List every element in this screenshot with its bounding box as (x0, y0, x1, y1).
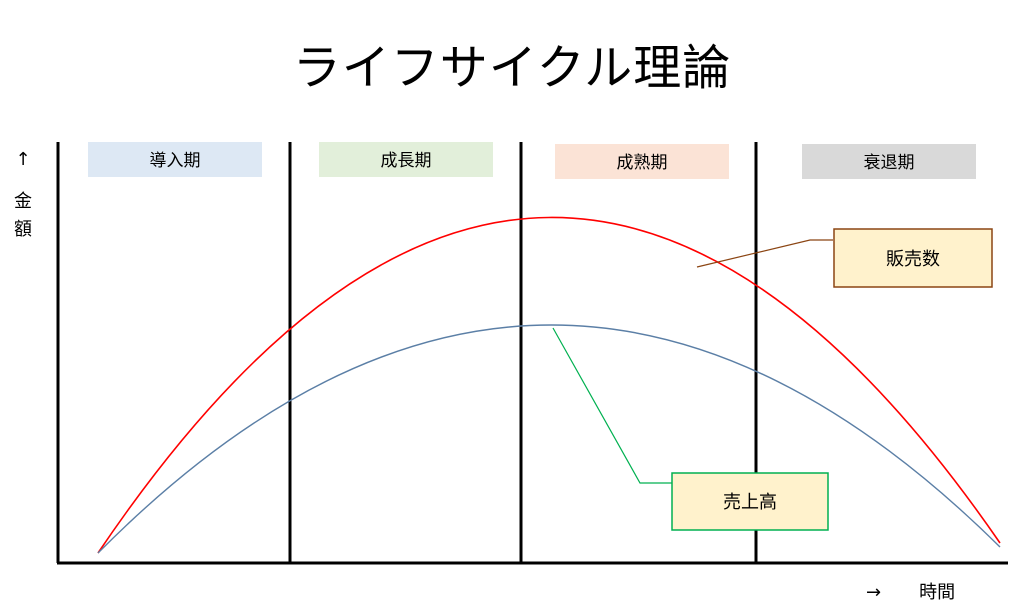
y-axis-label: ↑ 金 額 (12, 146, 34, 244)
y-axis-label-line2: 額 (14, 219, 32, 240)
stage-header-maturity-label: 成熟期 (617, 152, 668, 173)
curve-sales-volume (97, 216, 1001, 554)
callout-revenue-box (671, 472, 829, 531)
callout-sales-volume-label: 販売数 (886, 249, 940, 270)
page-title: ライフサイクル理論 (292, 40, 732, 96)
y-axis-arrow: ↑ (15, 149, 31, 170)
x-axis-label: → 時間 (866, 578, 955, 604)
callout-sales-volume: 販売数 (833, 228, 993, 288)
x-axis-label-text: 時間 (919, 582, 956, 603)
y-axis-label-line1: 金 (14, 191, 32, 212)
stage-header-intro-bg (88, 142, 262, 177)
stage-header-decline-bg (802, 144, 976, 179)
leader-sales-volume (696, 239, 833, 268)
callout-revenue-label: 売上高 (723, 492, 777, 513)
x-axis-arrow: → (866, 582, 882, 603)
stage-header-decline: 衰退期 (802, 144, 976, 179)
stage-header-intro-label: 導入期 (150, 151, 201, 171)
callout-sales-volume-box (833, 228, 993, 288)
stage-header-growth: 成長期 (319, 142, 493, 177)
stage-header-intro: 導入期 (88, 142, 262, 177)
stage-header-growth-bg (319, 142, 493, 177)
stage-header-growth-label: 成長期 (381, 151, 432, 171)
stage-header-decline-label: 衰退期 (864, 153, 915, 173)
callout-revenue: 売上高 (671, 472, 829, 531)
leader-revenue (552, 327, 672, 484)
stage-header-maturity: 成熟期 (555, 144, 729, 179)
stage-header-maturity-bg (555, 144, 729, 179)
curve-revenue (97, 324, 1001, 554)
